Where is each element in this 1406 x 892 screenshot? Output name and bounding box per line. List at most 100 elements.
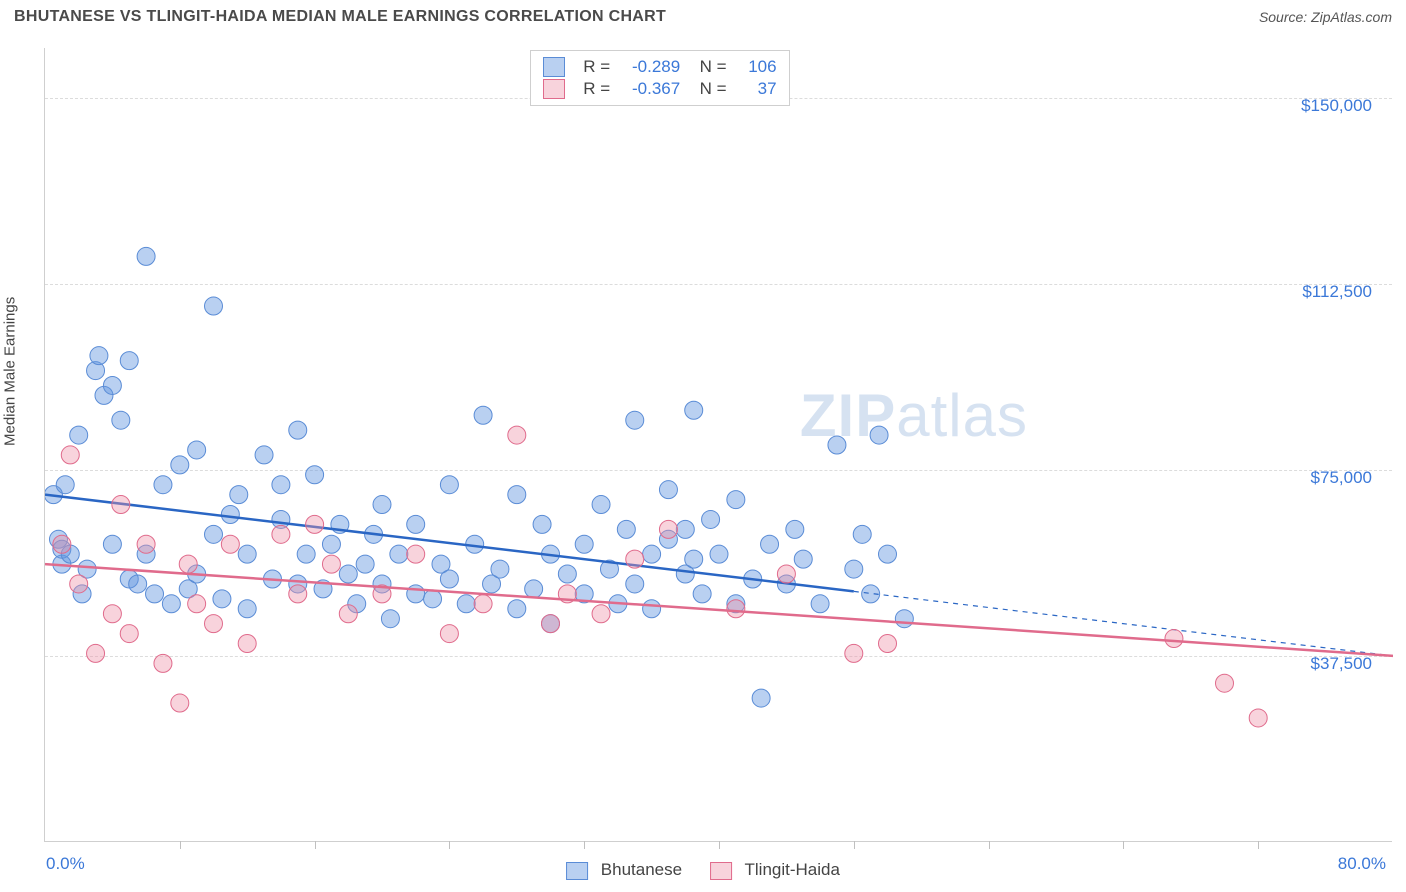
x-tick: [1123, 841, 1124, 849]
legend-swatch-icon: [566, 862, 588, 880]
scatter-point: [272, 476, 290, 494]
x-tick: [989, 841, 990, 849]
scatter-point: [440, 570, 458, 588]
legend-label: Bhutanese: [601, 860, 682, 879]
scatter-point: [171, 456, 189, 474]
scatter-point: [90, 347, 108, 365]
scatter-point: [129, 575, 147, 593]
scatter-point: [87, 644, 105, 662]
scatter-point: [205, 615, 223, 633]
x-tick: [584, 841, 585, 849]
scatter-point: [179, 555, 197, 573]
chart-title: BHUTANESE VS TLINGIT-HAIDA MEDIAN MALE E…: [14, 8, 666, 26]
scatter-point: [238, 600, 256, 618]
scatter-point: [508, 486, 526, 504]
scatter-point: [255, 446, 273, 464]
scatter-point: [424, 590, 442, 608]
scatter-point: [339, 605, 357, 623]
x-tick: [719, 841, 720, 849]
scatter-point: [322, 555, 340, 573]
scatter-point: [297, 545, 315, 563]
scatter-point: [643, 545, 661, 563]
scatter-point: [306, 515, 324, 533]
scatter-point: [575, 535, 593, 553]
scatter-point: [525, 580, 543, 598]
scatter-point: [761, 535, 779, 553]
scatter-point: [407, 515, 425, 533]
scatter-point: [154, 476, 172, 494]
scatter-point: [440, 476, 458, 494]
scatter-point: [146, 585, 164, 603]
scatter-point: [339, 565, 357, 583]
stats-row: R =-0.367 N =37: [543, 79, 776, 99]
scatter-point: [727, 600, 745, 618]
scatter-point: [70, 575, 88, 593]
scatter-point: [457, 595, 475, 613]
x-axis-max-label: 80.0%: [1338, 854, 1386, 874]
stat-r-value: -0.289: [620, 57, 680, 77]
scatter-point: [112, 411, 130, 429]
scatter-point: [70, 426, 88, 444]
scatter-point: [390, 545, 408, 563]
scatter-point: [828, 436, 846, 454]
scatter-point: [870, 426, 888, 444]
scatter-point: [794, 550, 812, 568]
scatter-point: [659, 481, 677, 499]
scatter-point: [777, 565, 795, 583]
scatter-point: [137, 247, 155, 265]
scatter-point: [162, 595, 180, 613]
stats-swatch-icon: [543, 57, 565, 77]
scatter-point: [626, 575, 644, 593]
scatter-point: [188, 595, 206, 613]
x-tick: [854, 841, 855, 849]
scatter-point: [289, 421, 307, 439]
scatter-point: [53, 535, 71, 553]
scatter-point: [626, 411, 644, 429]
scatter-point: [474, 595, 492, 613]
scatter-point: [61, 446, 79, 464]
scatter-point: [533, 515, 551, 533]
stats-row: R =-0.289 N =106: [543, 57, 776, 77]
stats-swatch-icon: [543, 79, 565, 99]
scatter-point: [895, 610, 913, 628]
legend-item-bhutanese: Bhutanese: [566, 860, 682, 880]
stats-box: R =-0.289 N =106R =-0.367 N =37: [530, 50, 789, 106]
scatter-point: [230, 486, 248, 504]
scatter-point: [727, 491, 745, 509]
scatter-point: [356, 555, 374, 573]
scatter-point: [786, 520, 804, 538]
scatter-point: [879, 635, 897, 653]
x-tick: [315, 841, 316, 849]
x-tick: [1258, 841, 1259, 849]
scatter-point: [205, 297, 223, 315]
scatter-point: [879, 545, 897, 563]
scatter-point: [120, 625, 138, 643]
scatter-point: [643, 600, 661, 618]
scatter-point: [205, 525, 223, 543]
scatter-point: [120, 352, 138, 370]
scatter-point: [221, 505, 239, 523]
scatter-point: [811, 595, 829, 613]
scatter-point: [693, 585, 711, 603]
scatter-point: [542, 615, 560, 633]
scatter-point: [381, 610, 399, 628]
stat-n-label: N =: [690, 79, 726, 99]
scatter-point: [1165, 630, 1183, 648]
scatter-svg: [45, 48, 1393, 842]
scatter-point: [103, 535, 121, 553]
x-axis-min-label: 0.0%: [46, 854, 85, 874]
scatter-point: [306, 466, 324, 484]
scatter-point: [221, 535, 239, 553]
legend-item-tlingit: Tlingit-Haida: [710, 860, 840, 880]
scatter-point: [171, 694, 189, 712]
stat-r-label: R =: [583, 57, 610, 77]
x-tick: [180, 841, 181, 849]
scatter-point: [752, 689, 770, 707]
scatter-point: [238, 545, 256, 563]
scatter-point: [56, 476, 74, 494]
scatter-point: [1249, 709, 1267, 727]
scatter-point: [845, 644, 863, 662]
scatter-point: [491, 560, 509, 578]
scatter-point: [592, 605, 610, 623]
scatter-point: [137, 535, 155, 553]
